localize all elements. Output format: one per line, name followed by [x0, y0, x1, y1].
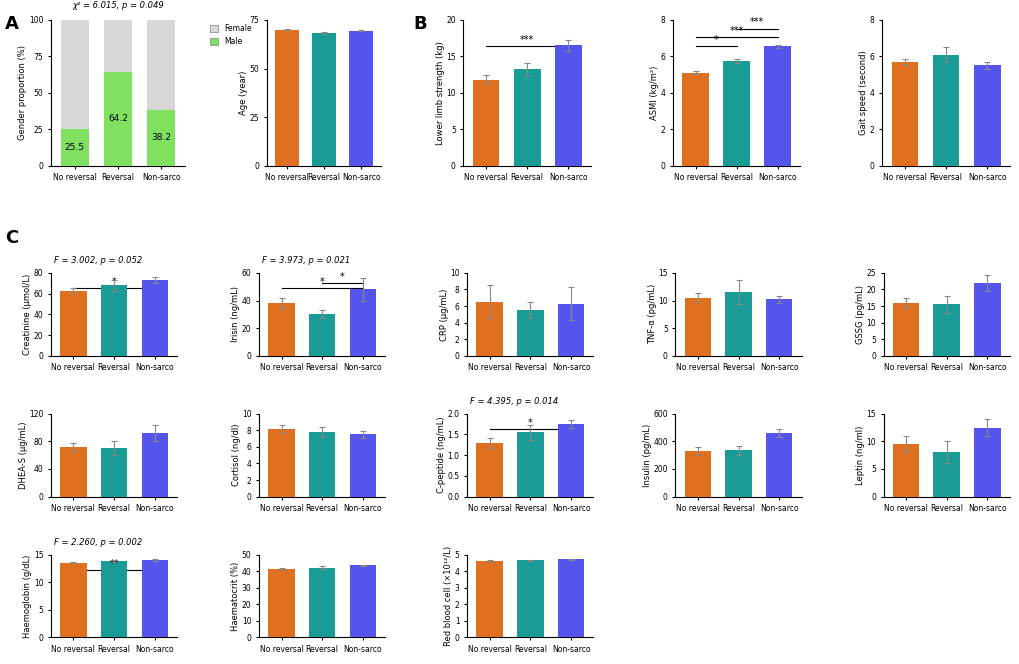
Bar: [763, 46, 791, 166]
Bar: [476, 302, 502, 356]
Bar: [931, 54, 959, 166]
Y-axis label: TNF-α (pg/mL): TNF-α (pg/mL): [647, 284, 656, 345]
Bar: [268, 568, 294, 637]
Bar: [932, 452, 959, 497]
Bar: [725, 292, 751, 356]
Text: *: *: [112, 277, 116, 287]
Y-axis label: GSSG (pg/mL): GSSG (pg/mL): [855, 285, 864, 344]
Bar: [554, 45, 581, 166]
Bar: [147, 110, 175, 166]
Text: ***: ***: [729, 26, 743, 36]
Bar: [101, 561, 127, 637]
Legend: Female, Male: Female, Male: [207, 21, 255, 48]
Bar: [517, 560, 543, 637]
Text: 64.2: 64.2: [108, 114, 127, 124]
Text: B: B: [413, 15, 426, 33]
Text: ***: ***: [749, 17, 763, 27]
Text: F = 3.973, p = 0.021: F = 3.973, p = 0.021: [262, 256, 350, 266]
Y-axis label: Creatinine (μmol/L): Creatinine (μmol/L): [23, 274, 33, 355]
Y-axis label: Gait speed (second): Gait speed (second): [859, 50, 867, 135]
Text: F = 3.002, p = 0.052: F = 3.002, p = 0.052: [53, 256, 142, 266]
Y-axis label: Gender proportion (%): Gender proportion (%): [18, 45, 28, 140]
Bar: [557, 424, 584, 497]
Text: C: C: [5, 229, 18, 247]
Bar: [684, 297, 710, 356]
Bar: [932, 304, 959, 356]
Y-axis label: Insulin (pg/mL): Insulin (pg/mL): [642, 424, 651, 487]
Y-axis label: Irisin (ng/mL): Irisin (ng/mL): [231, 286, 240, 343]
Bar: [104, 20, 131, 72]
Bar: [892, 303, 918, 356]
Text: *: *: [320, 277, 324, 287]
Bar: [60, 291, 87, 356]
Y-axis label: Lower limb strength (kg): Lower limb strength (kg): [435, 41, 444, 145]
Bar: [275, 30, 299, 166]
Bar: [142, 280, 168, 356]
Text: χ² = 6.015, p = 0.049: χ² = 6.015, p = 0.049: [72, 1, 164, 10]
Bar: [891, 62, 917, 166]
Text: *: *: [528, 418, 532, 428]
Bar: [557, 303, 584, 356]
Y-axis label: C-peptide (ng/mL): C-peptide (ng/mL): [437, 417, 445, 493]
Bar: [517, 310, 543, 356]
Bar: [348, 31, 373, 166]
Bar: [312, 33, 336, 166]
Bar: [476, 443, 502, 497]
Bar: [60, 562, 87, 637]
Bar: [557, 559, 584, 637]
Y-axis label: Haemoglobin (g/dL): Haemoglobin (g/dL): [23, 554, 33, 637]
Y-axis label: Leptin (ng/ml): Leptin (ng/ml): [855, 426, 864, 485]
Bar: [973, 428, 1000, 497]
Bar: [765, 433, 792, 497]
Bar: [309, 568, 335, 637]
Bar: [101, 448, 127, 497]
Bar: [973, 283, 1000, 356]
Y-axis label: DHEA-S (μg/mL): DHEA-S (μg/mL): [18, 422, 28, 489]
Y-axis label: Age (year): Age (year): [238, 70, 248, 115]
Bar: [517, 432, 543, 497]
Bar: [142, 433, 168, 497]
Bar: [101, 286, 127, 356]
Text: A: A: [5, 15, 19, 33]
Text: 38.2: 38.2: [151, 133, 171, 142]
Bar: [350, 290, 376, 356]
Text: *: *: [340, 272, 344, 282]
Bar: [973, 66, 1000, 166]
Text: F = 4.395, p = 0.014: F = 4.395, p = 0.014: [470, 397, 557, 406]
Bar: [684, 451, 710, 497]
Bar: [309, 314, 335, 356]
Bar: [892, 444, 918, 497]
Bar: [765, 299, 792, 356]
Y-axis label: CRP (μg/mL): CRP (μg/mL): [439, 288, 448, 341]
Y-axis label: Haematocrit (%): Haematocrit (%): [231, 561, 240, 631]
Bar: [350, 565, 376, 637]
Bar: [60, 447, 87, 497]
Bar: [722, 61, 749, 166]
Y-axis label: Red blood cell (×10¹²/L): Red blood cell (×10¹²/L): [444, 546, 453, 646]
Bar: [309, 432, 335, 497]
Bar: [514, 70, 540, 166]
Bar: [682, 73, 708, 166]
Y-axis label: Cortisol (ng/dl): Cortisol (ng/dl): [231, 424, 240, 487]
Bar: [268, 429, 294, 497]
Text: F = 2.260, p = 0.002: F = 2.260, p = 0.002: [53, 538, 142, 547]
Bar: [725, 450, 751, 497]
Text: 25.5: 25.5: [64, 143, 85, 151]
Bar: [476, 561, 502, 637]
Bar: [61, 20, 89, 129]
Y-axis label: ASMI (kg/m²): ASMI (kg/m²): [649, 66, 658, 120]
Bar: [147, 20, 175, 110]
Bar: [472, 80, 499, 166]
Text: ***: ***: [520, 35, 534, 44]
Bar: [61, 129, 89, 166]
Text: *: *: [713, 35, 717, 44]
Bar: [142, 560, 168, 637]
Bar: [350, 434, 376, 497]
Bar: [104, 72, 131, 166]
Text: **: **: [109, 558, 118, 568]
Bar: [268, 303, 294, 356]
